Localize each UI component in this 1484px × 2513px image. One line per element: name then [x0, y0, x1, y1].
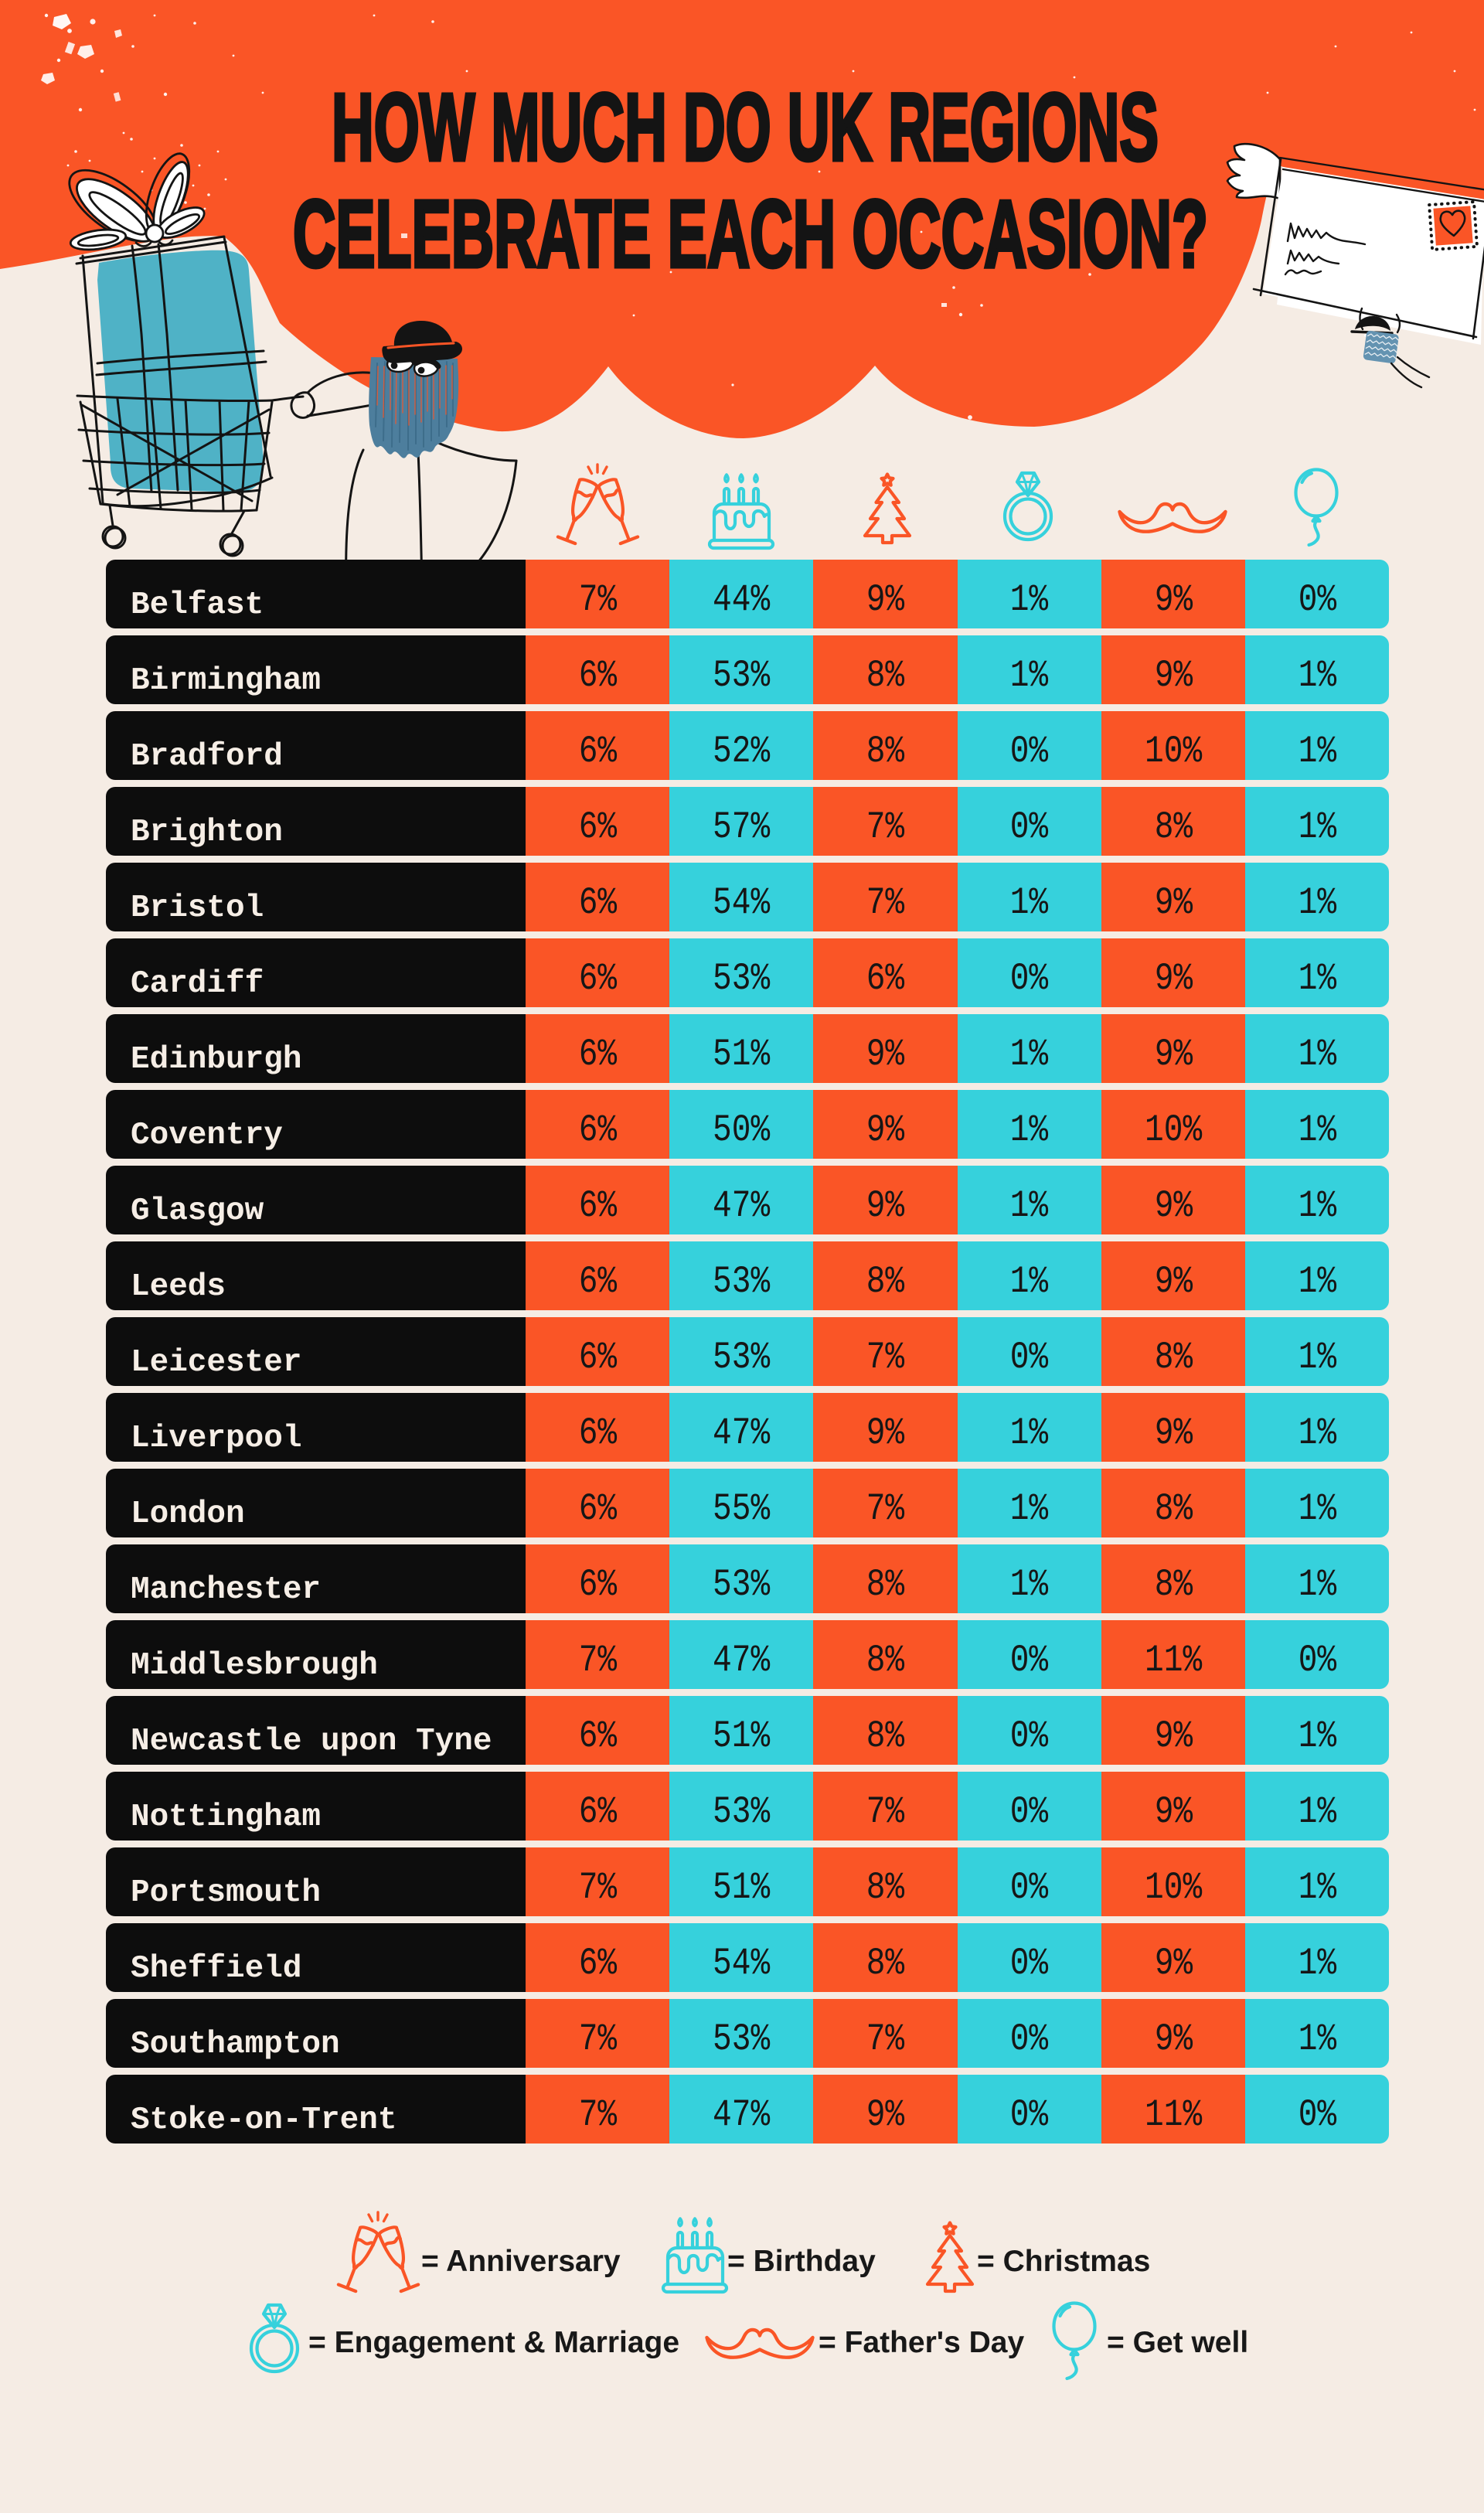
svg-text:CELEBRATE EACH OCCASION?: CELEBRATE EACH OCCASION?	[293, 182, 1208, 288]
svg-text:HOW MUCH DO UK REGIONS: HOW MUCH DO UK REGIONS	[332, 75, 1159, 181]
